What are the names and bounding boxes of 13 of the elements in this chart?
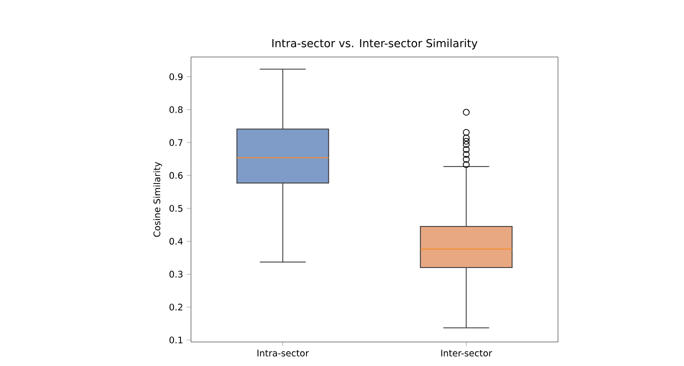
y-tick-label: 0.5	[169, 204, 182, 212]
x-tick-label: Intra-sector	[258, 350, 309, 356]
y-tick-label: 0.6	[169, 172, 183, 179]
y-tick-label: 0.7	[169, 139, 182, 146]
y-axis-title: Cosine Similarity	[153, 162, 162, 237]
y-tick-label: 0.8	[169, 106, 183, 114]
y-tick-label: 0.1	[169, 336, 182, 344]
chart-title: Intra-sector vs. Inter-sector Similarity	[272, 38, 478, 50]
y-tick-label: 0.2	[169, 304, 182, 310]
y-tick-label: 0.3	[169, 270, 182, 278]
y-tick-label: 0.4	[169, 238, 183, 245]
y-tick-label: 0.9	[169, 73, 183, 80]
x-tick-label: Inter-sector	[441, 350, 492, 356]
